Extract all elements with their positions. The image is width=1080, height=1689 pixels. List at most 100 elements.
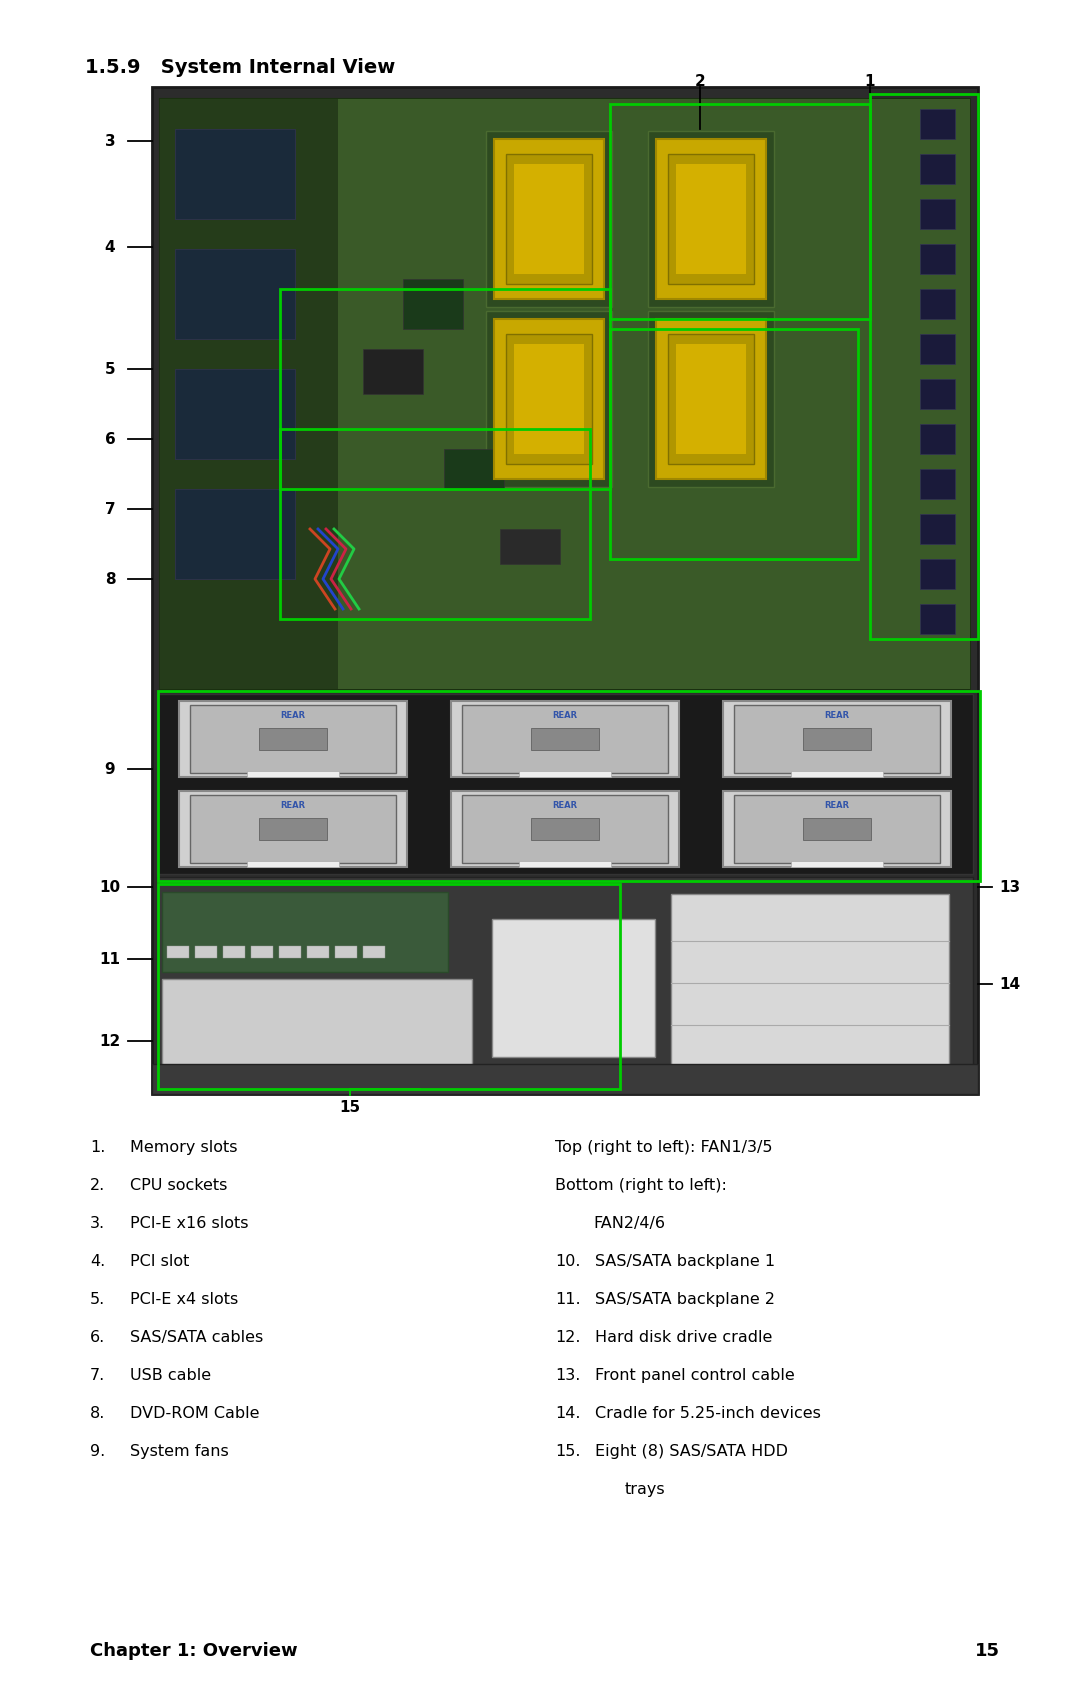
Bar (175, 130, 295, 220)
Bar (167, 946, 189, 958)
Bar (160, 100, 970, 689)
Bar (667, 155, 754, 285)
Bar (530, 728, 599, 752)
Bar (734, 706, 940, 774)
Text: 5.: 5. (90, 1290, 105, 1306)
Text: 5: 5 (105, 361, 116, 377)
Bar (494, 319, 604, 480)
Text: REAR: REAR (281, 711, 306, 720)
Text: Memory slots: Memory slots (130, 1140, 238, 1154)
Bar (190, 706, 395, 774)
Text: 12: 12 (99, 1034, 121, 1049)
Bar (792, 861, 882, 866)
Text: 6.: 6. (90, 1329, 105, 1344)
Bar (152, 1064, 978, 1094)
Bar (610, 105, 870, 319)
Bar (656, 319, 766, 480)
Text: REAR: REAR (281, 801, 306, 809)
Text: Bottom (right to left):: Bottom (right to left): (555, 1177, 727, 1192)
Bar (505, 334, 592, 464)
Bar (491, 921, 654, 1057)
Text: 6: 6 (105, 432, 116, 448)
Bar (190, 796, 395, 863)
Text: Hard disk drive cradle: Hard disk drive cradle (595, 1329, 772, 1344)
Bar (530, 817, 599, 841)
Text: 10: 10 (99, 880, 121, 895)
Bar (514, 345, 584, 454)
Text: Cradle for 5.25-inch devices: Cradle for 5.25-inch devices (595, 1405, 821, 1420)
Text: 3: 3 (105, 135, 116, 149)
Text: 13.: 13. (555, 1366, 580, 1382)
Bar (259, 728, 327, 752)
Text: 1.: 1. (90, 1140, 106, 1154)
Text: FAN2/4/6: FAN2/4/6 (593, 1216, 665, 1230)
Bar (648, 312, 773, 488)
Bar (920, 245, 955, 275)
Text: 15: 15 (975, 1642, 1000, 1659)
Bar (920, 110, 955, 140)
Bar (734, 796, 940, 863)
Bar (259, 817, 327, 841)
Text: 12.: 12. (555, 1329, 581, 1344)
Bar (494, 140, 604, 301)
Text: 1.5.9   System Internal View: 1.5.9 System Internal View (85, 57, 395, 78)
Bar (279, 946, 301, 958)
Bar (195, 946, 217, 958)
Bar (152, 88, 978, 1094)
Bar (920, 470, 955, 500)
Text: Front panel control cable: Front panel control cable (595, 1366, 795, 1382)
Bar (280, 291, 610, 490)
Text: 7: 7 (105, 502, 116, 517)
Bar (676, 345, 746, 454)
Bar (157, 694, 973, 875)
Bar (486, 132, 611, 307)
Bar (363, 946, 384, 958)
Bar (792, 772, 882, 777)
Text: 14.: 14. (555, 1405, 581, 1420)
Text: REAR: REAR (824, 711, 850, 720)
Bar (676, 166, 746, 275)
Bar (247, 861, 339, 866)
Text: 13: 13 (999, 880, 1021, 895)
Bar (648, 132, 773, 307)
Bar (870, 95, 978, 640)
Bar (444, 449, 503, 490)
Bar (179, 792, 407, 866)
Bar (723, 703, 951, 777)
Bar (179, 703, 407, 777)
Text: PCI slot: PCI slot (130, 1253, 189, 1268)
Bar (462, 796, 667, 863)
Text: 11.: 11. (555, 1290, 581, 1306)
Text: USB cable: USB cable (130, 1366, 211, 1382)
Bar (667, 334, 754, 464)
Bar (222, 946, 245, 958)
Text: 8: 8 (105, 573, 116, 588)
Bar (610, 329, 858, 559)
Bar (656, 140, 766, 301)
Text: 15.: 15. (555, 1442, 581, 1458)
Bar (247, 772, 339, 777)
Text: REAR: REAR (553, 801, 578, 809)
Text: 8.: 8. (90, 1405, 106, 1420)
Bar (158, 691, 980, 882)
Text: SAS/SATA backplane 1: SAS/SATA backplane 1 (595, 1253, 775, 1268)
Bar (514, 166, 584, 275)
Text: SAS/SATA backplane 2: SAS/SATA backplane 2 (595, 1290, 775, 1306)
Text: REAR: REAR (824, 801, 850, 809)
Text: 10.: 10. (555, 1253, 581, 1268)
Bar (307, 946, 329, 958)
Text: REAR: REAR (553, 711, 578, 720)
Bar (403, 280, 463, 329)
Bar (175, 250, 295, 339)
Bar (175, 490, 295, 579)
Bar (158, 885, 620, 1089)
Bar (920, 334, 955, 365)
Text: PCI-E x4 slots: PCI-E x4 slots (130, 1290, 239, 1306)
Bar (920, 291, 955, 319)
Bar (500, 530, 561, 564)
Bar (160, 100, 338, 689)
Text: 4: 4 (105, 240, 116, 255)
Bar (162, 892, 447, 973)
Bar (486, 312, 611, 488)
Text: trays: trays (625, 1481, 665, 1496)
